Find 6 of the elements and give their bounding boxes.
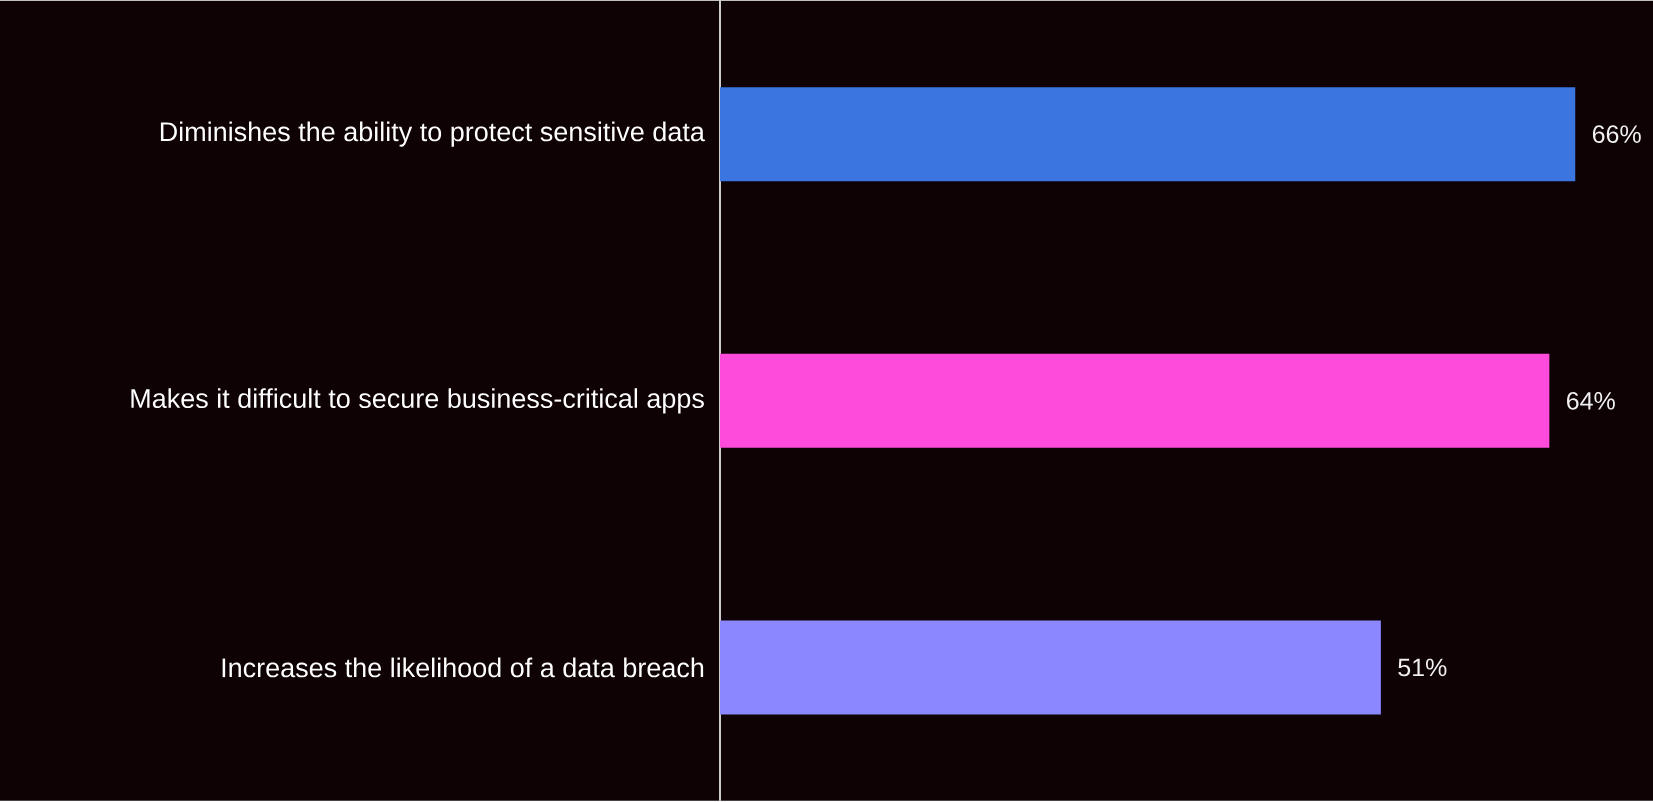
y-tick-label: Diminishes the ability to protect sensitive data	[160, 121, 705, 147]
data-label: 64%	[1567, 392, 1615, 410]
data-label: 66%	[1592, 125, 1641, 144]
y-tick-label: Makes it difficult to secure business-critical apps	[131, 388, 704, 414]
y-tick-label: Increases the likelihood of a data breach	[222, 657, 704, 678]
data-label: 51%	[1398, 658, 1447, 677]
